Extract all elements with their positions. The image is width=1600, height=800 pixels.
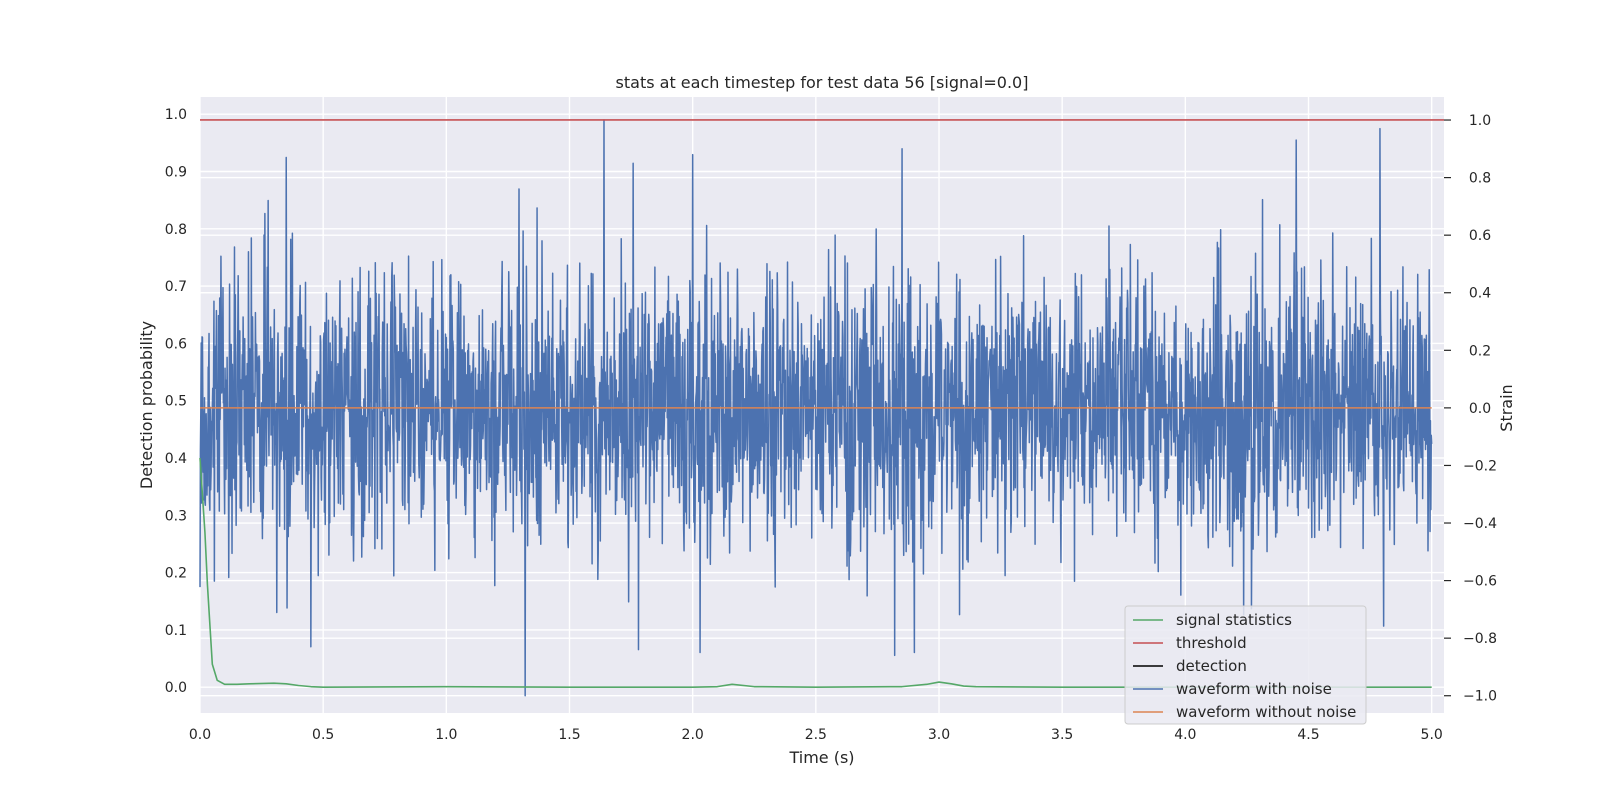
y-tick-label: 0.4 [165,451,187,467]
y-tick-label: 0.6 [165,336,187,352]
axes: 0.0 0.5 1.0 1.5 2.0 2.5 3.0 3.5 4.0 4.5 5.0 0.0 0.1 0… [165,107,1497,743]
y2-axis-label: Strain [1497,384,1516,431]
y-tick-label: 0.9 [165,164,187,180]
legend-box [1124,605,1367,725]
y-tick-label: 0.1 [165,623,187,639]
x-tick-label: 3.0 [928,727,950,743]
y2-tick-label: −0.8 [1463,631,1497,647]
series-waveform-with-noise [199,119,1433,697]
legend-entry: detection [1176,657,1247,675]
y2-tick-label: 0.2 [1469,343,1491,359]
legend-entry: threshold [1176,634,1247,652]
x-tick-label: 5.0 [1421,727,1443,743]
y2-tick-label: 0.4 [1469,286,1491,302]
x-tick-label: 2.0 [682,727,704,743]
y2-tick-label: 0.6 [1469,228,1491,244]
signal-statistics-line [199,457,1432,689]
x-tick-label: 4.5 [1297,727,1319,743]
x-axis-label: Time (s) [788,748,854,767]
y-tick-label: 0.7 [165,279,187,295]
x-tick-label: 1.5 [558,727,580,743]
x-tick-label: 1.0 [435,727,457,743]
y-tick-label: 0.2 [165,566,187,582]
legend-entry: waveform without noise [1176,703,1356,721]
y2-tick-label: −0.2 [1463,458,1497,474]
y-axis-label: Detection probability [137,321,156,489]
y2-tick-label: 0.0 [1469,401,1491,417]
series-lines [199,119,1444,689]
y2-tick-label: 0.8 [1469,171,1491,187]
y2-tick-label: 1.0 [1469,113,1491,129]
y-tick-label: 0.5 [165,394,187,410]
legend: signal statistics threshold detection wavef… [1124,605,1367,725]
waveform-with-noise-line [199,119,1433,697]
legend-entry: waveform with noise [1176,680,1332,698]
y2-tick-label: −1.0 [1463,689,1497,705]
y-tick-label: 0.0 [165,680,187,696]
x-tick-label: 0.5 [312,727,334,743]
y-tick-label: 0.3 [165,508,187,524]
x-tick-label: 4.0 [1174,727,1196,743]
y2-tick-label: −0.4 [1463,516,1497,532]
y2-tick-label: −0.6 [1463,574,1497,590]
legend-entry: signal statistics [1176,611,1292,629]
y-tick-label: 1.0 [165,107,187,123]
x-tick-label: 3.5 [1051,727,1073,743]
x-tick-label: 0.0 [189,727,211,743]
x-tick-label: 2.5 [805,727,827,743]
y-tick-label: 0.8 [165,222,187,238]
chart-title: stats at each timestep for test data 56 … [616,73,1029,92]
